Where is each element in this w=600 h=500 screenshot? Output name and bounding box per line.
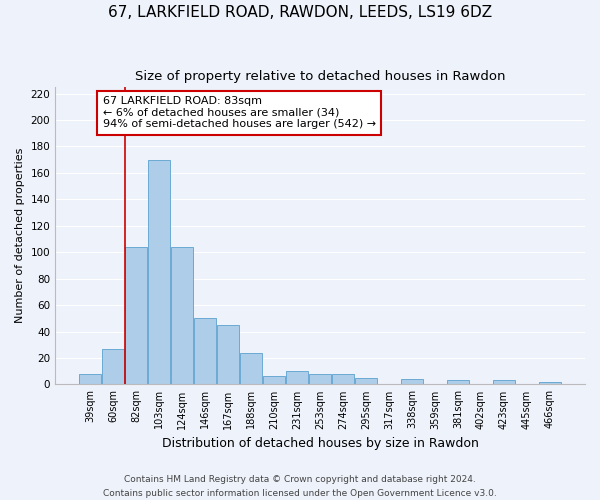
Bar: [309, 374, 331, 384]
Bar: [355, 378, 377, 384]
Text: Contains HM Land Registry data © Crown copyright and database right 2024.
Contai: Contains HM Land Registry data © Crown c…: [103, 476, 497, 498]
Bar: [79, 374, 101, 384]
Bar: [217, 325, 239, 384]
Bar: [102, 348, 124, 384]
Bar: [401, 379, 423, 384]
Title: Size of property relative to detached houses in Rawdon: Size of property relative to detached ho…: [135, 70, 505, 83]
Bar: [171, 247, 193, 384]
Bar: [447, 380, 469, 384]
Bar: [125, 247, 147, 384]
Text: 67 LARKFIELD ROAD: 83sqm
← 6% of detached houses are smaller (34)
94% of semi-de: 67 LARKFIELD ROAD: 83sqm ← 6% of detache…: [103, 96, 376, 130]
Bar: [539, 382, 561, 384]
Y-axis label: Number of detached properties: Number of detached properties: [15, 148, 25, 324]
Bar: [148, 160, 170, 384]
Bar: [493, 380, 515, 384]
Text: 67, LARKFIELD ROAD, RAWDON, LEEDS, LS19 6DZ: 67, LARKFIELD ROAD, RAWDON, LEEDS, LS19 …: [108, 5, 492, 20]
Bar: [332, 374, 354, 384]
X-axis label: Distribution of detached houses by size in Rawdon: Distribution of detached houses by size …: [161, 437, 479, 450]
Bar: [194, 318, 216, 384]
Bar: [240, 352, 262, 384]
Bar: [286, 371, 308, 384]
Bar: [263, 376, 285, 384]
